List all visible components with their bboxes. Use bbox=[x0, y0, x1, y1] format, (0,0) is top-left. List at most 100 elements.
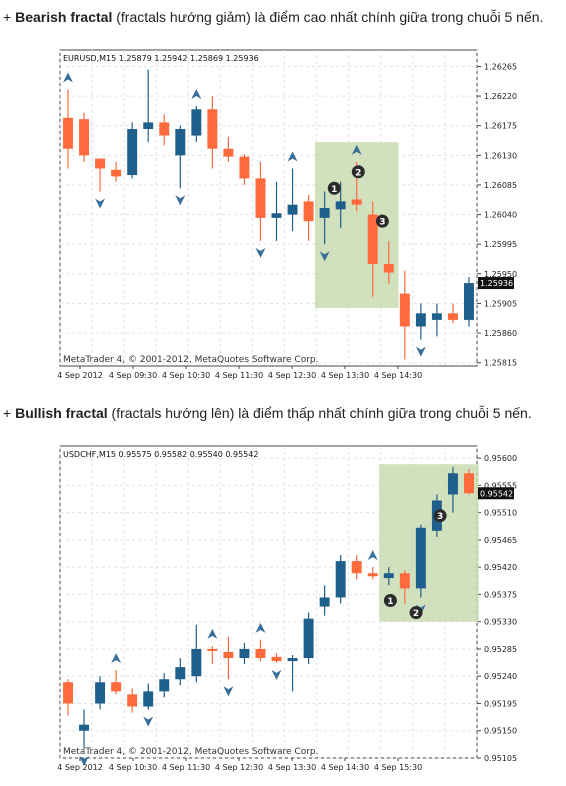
x-tick-label: 4 Sep 13:30 bbox=[268, 763, 316, 772]
down-fractal-arrow-icon bbox=[79, 755, 90, 766]
x-tick-label: 4 Sep 11:30 bbox=[162, 763, 210, 772]
current-price-box bbox=[478, 487, 514, 500]
eurusd-chart-svg: 1.26265 1.26220 1.26175 1.26130 1.26085 1.260… bbox=[57, 49, 517, 380]
candle-body-bullish bbox=[447, 473, 458, 495]
up-fractal-arrow-icon bbox=[367, 550, 378, 561]
usdchf-chart-svg: 0.95600 0.95555 0.95510 0.95465 0.95420 0.953… bbox=[57, 445, 517, 772]
candle-body-bearish bbox=[399, 573, 410, 589]
down-fractal-arrow-icon bbox=[255, 247, 266, 258]
candle-body-bearish bbox=[303, 201, 314, 222]
y-tick-label: 1.25995 bbox=[484, 240, 517, 249]
candle-body-bullish bbox=[287, 204, 298, 215]
up-fractal-arrow-icon bbox=[207, 628, 218, 639]
up-fractal-arrow-icon bbox=[111, 653, 122, 664]
current-price-label: 1.25936 bbox=[480, 279, 513, 288]
candle-body-bearish bbox=[351, 199, 362, 205]
x-tick-label: 4 Sep 12:30 bbox=[215, 763, 263, 772]
candle-body-bullish bbox=[95, 682, 106, 704]
up-fractal-arrow-icon bbox=[351, 144, 362, 155]
y-tick-label: 1.26265 bbox=[484, 62, 517, 71]
caption-term: Bearish fractal bbox=[15, 9, 113, 25]
candle-body-bullish bbox=[319, 597, 330, 607]
caption-prefix: + bbox=[3, 9, 16, 25]
candle-body-bearish bbox=[399, 293, 410, 327]
candle-body-bullish bbox=[79, 724, 90, 731]
candle-body-bearish bbox=[111, 169, 122, 177]
y-tick-label: 1.26220 bbox=[484, 92, 517, 101]
x-tick-label: 4 Sep 11:30 bbox=[215, 371, 263, 380]
candle-body-bearish bbox=[255, 178, 266, 218]
x-tick-label: 4 Sep 13:30 bbox=[321, 371, 369, 380]
up-fractal-arrow-icon bbox=[63, 72, 74, 83]
caption-prefix: + bbox=[3, 405, 16, 421]
candle-body-bearish bbox=[63, 682, 73, 704]
marker-label: 2 bbox=[355, 168, 361, 178]
candle-body-bearish bbox=[271, 656, 282, 662]
candle-body-bearish bbox=[223, 651, 234, 659]
y-tick-label: 1.25815 bbox=[484, 359, 517, 368]
y-tick-label: 0.95285 bbox=[484, 645, 517, 654]
candle-body-bearish bbox=[367, 214, 378, 264]
y-tick-label: 0.95600 bbox=[484, 454, 517, 463]
y-tick-label: 0.95420 bbox=[484, 563, 517, 572]
candle-body-bullish bbox=[335, 561, 346, 598]
up-fractal-arrow-icon bbox=[191, 88, 202, 99]
y-tick-label: 0.95330 bbox=[484, 618, 517, 627]
candle-body-bearish bbox=[79, 119, 90, 156]
chart-header: EURUSD,M15 1.25879 1.25942 1.25869 1.259… bbox=[63, 54, 259, 63]
marker-circle bbox=[327, 181, 341, 195]
marker-circle bbox=[409, 606, 423, 620]
y-tick-label: 1.26175 bbox=[484, 122, 517, 131]
down-fractal-arrow-icon bbox=[223, 686, 234, 697]
up-fractal-arrow-icon bbox=[287, 151, 298, 162]
candle-body-bullish bbox=[143, 691, 154, 707]
usdchf-chart: 0.95600 0.95555 0.95510 0.95465 0.95420 0.953… bbox=[0, 438, 566, 783]
candle-body-bullish bbox=[239, 648, 250, 659]
marker-label: 2 bbox=[413, 609, 419, 619]
y-tick-label: 1.26085 bbox=[484, 181, 517, 190]
y-tick-label: 1.26040 bbox=[484, 211, 517, 220]
candle-body-bullish bbox=[287, 658, 298, 662]
candle-body-bearish bbox=[127, 694, 138, 707]
candle-body-bullish bbox=[464, 283, 474, 320]
candle-body-bearish bbox=[351, 561, 362, 574]
candle-body-bullish bbox=[431, 313, 442, 320]
candle-body-bearish bbox=[63, 117, 73, 149]
y-tick-label: 1.25905 bbox=[484, 299, 517, 308]
y-tick-label: 1.26130 bbox=[484, 151, 517, 160]
caption-text: (fractals hướng lên) là điểm thấp nhất c… bbox=[107, 405, 532, 421]
y-tick-label: 0.95555 bbox=[484, 481, 517, 490]
candle-body-bullish bbox=[319, 208, 330, 218]
candle-body-bullish bbox=[175, 129, 186, 156]
y-tick-label: 0.95150 bbox=[484, 727, 517, 736]
y-tick-label: 1.25860 bbox=[484, 329, 517, 338]
x-tick-label: 4 Sep 14:30 bbox=[374, 371, 422, 380]
marker-circle bbox=[351, 165, 365, 179]
candle-body-bullish bbox=[175, 667, 186, 680]
chart-header: USDCHF,M15 0.95575 0.95582 0.95540 0.955… bbox=[63, 450, 258, 459]
candle-body-bullish bbox=[191, 648, 202, 677]
y-tick-label: 0.95375 bbox=[484, 590, 517, 599]
current-price-label: 0.95542 bbox=[480, 489, 513, 498]
down-fractal-arrow-icon bbox=[143, 716, 154, 727]
marker-label: 3 bbox=[437, 512, 443, 522]
down-fractal-arrow-icon bbox=[175, 195, 186, 206]
current-price-box bbox=[478, 277, 514, 290]
candle-body-bearish bbox=[464, 473, 474, 494]
y-tick-label: 1.25950 bbox=[484, 270, 517, 279]
candle-body-bullish bbox=[271, 213, 282, 218]
x-tick-label: 4 Sep 14:30 bbox=[321, 763, 369, 772]
y-tick-label: 0.95240 bbox=[484, 672, 517, 681]
candle-body-bullish bbox=[335, 201, 346, 210]
fractal-highlight-box bbox=[379, 464, 479, 622]
candle-body-bearish bbox=[111, 682, 122, 692]
up-fractal-arrow-icon bbox=[255, 622, 266, 633]
candle-body-bearish bbox=[367, 573, 378, 577]
marker-circle bbox=[375, 214, 389, 228]
x-tick-label: 4 Sep 2012 bbox=[57, 763, 103, 772]
eurusd-chart: 1.26265 1.26220 1.26175 1.26130 1.26085 1.260… bbox=[0, 40, 566, 391]
x-tick-label: 4 Sep 15:30 bbox=[374, 763, 422, 772]
candle-body-bullish bbox=[159, 679, 170, 692]
x-tick-label: 4 Sep 09:30 bbox=[109, 371, 157, 380]
candle-body-bullish bbox=[383, 573, 394, 579]
